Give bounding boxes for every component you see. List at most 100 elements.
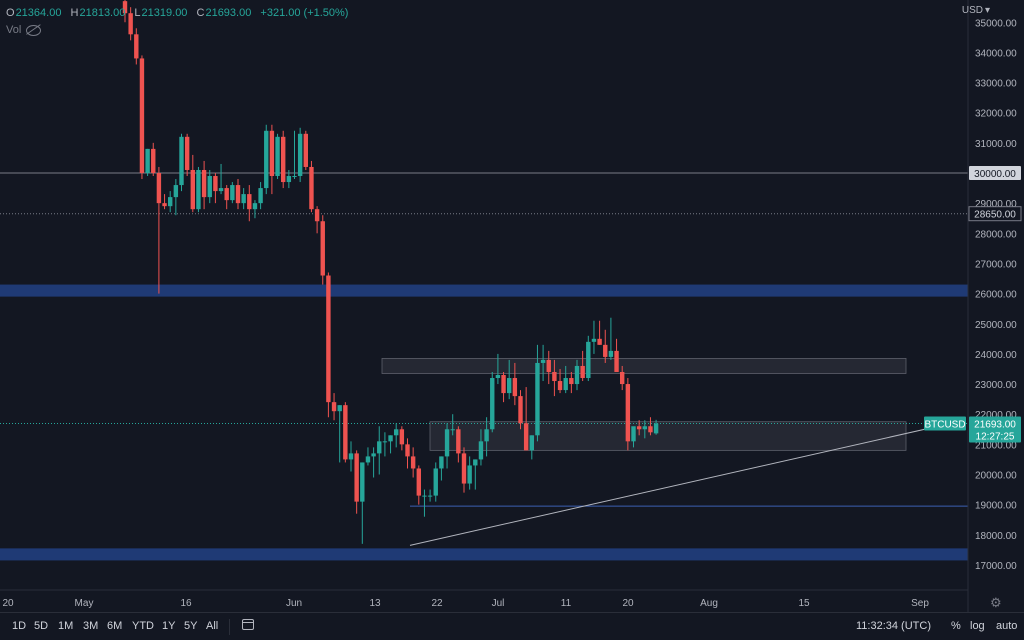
candle-up <box>337 405 342 412</box>
candle-down <box>134 34 139 59</box>
candle-up <box>586 341 591 379</box>
candle-up <box>241 194 246 204</box>
candle-down <box>399 429 405 445</box>
timeframe-1d-button[interactable]: 1D <box>12 620 27 632</box>
timeframe-ytd-button[interactable]: YTD <box>132 620 154 632</box>
timeframe-5d-button[interactable]: 5D <box>34 620 49 632</box>
candle-down <box>303 133 308 167</box>
candle-up <box>433 468 438 496</box>
price-tick-label: 31000.00 <box>975 139 1017 150</box>
candle-down <box>501 375 506 394</box>
volume-label: Vol <box>6 24 22 36</box>
candle-up <box>529 435 534 451</box>
high-value: 21813.00 <box>79 7 126 19</box>
price-axis[interactable]: 35000.00 34000.00 33000.00 32000.00 31000.00… <box>975 18 1017 572</box>
price-label-30000-bg <box>969 166 1021 180</box>
candle-up <box>394 429 399 436</box>
price-chart[interactable]: 35000.00 34000.00 33000.00 32000.00 31000.00… <box>0 0 1024 612</box>
log-scale-button[interactable]: log <box>970 620 985 632</box>
candle-up <box>218 188 224 192</box>
candle-down <box>461 453 467 484</box>
candle-down <box>162 203 167 207</box>
candle-up <box>473 459 478 466</box>
timeframe-1y-button[interactable]: 1Y <box>162 620 176 632</box>
candle-down <box>546 359 551 372</box>
low-value: 21319.00 <box>141 7 188 19</box>
time-axis[interactable]: 20 May 16 Jun 13 22 Jul 11 20 Aug 15 Sep <box>2 598 929 609</box>
candle-up <box>631 426 636 442</box>
candle-down <box>614 350 619 372</box>
volume-indicator[interactable]: Vol <box>6 24 42 36</box>
candle-down <box>405 444 410 457</box>
close-value: 21693.00 <box>205 7 252 19</box>
candle-up <box>258 188 263 204</box>
candle-down <box>597 338 602 345</box>
timeframe-5y-button[interactable]: 5Y <box>184 620 198 632</box>
candle-up <box>608 350 614 357</box>
price-label-28650-border <box>968 206 1022 222</box>
price-label-28650: 28650.00 <box>974 210 1016 221</box>
candle-down <box>122 1 128 14</box>
candle-down <box>235 185 241 204</box>
calendar-icon[interactable] <box>242 619 254 630</box>
percent-scale-button[interactable]: % <box>951 620 961 632</box>
price-label-28650-bg <box>969 206 1021 221</box>
candle-down <box>410 456 416 469</box>
range-box <box>381 358 907 374</box>
timeframe-all-button[interactable]: All <box>206 620 219 632</box>
candle-up <box>388 435 393 442</box>
candle-down <box>569 378 574 385</box>
candle-down <box>269 130 275 177</box>
countdown-label-bg <box>969 428 1021 443</box>
candle-up <box>173 185 179 198</box>
candle-down <box>603 344 608 357</box>
settings-gear-icon[interactable]: ⚙ <box>990 595 1002 610</box>
candle-up <box>422 495 427 497</box>
candle-up <box>467 465 472 484</box>
candle-down <box>523 423 529 451</box>
price-tick-label: 33000.00 <box>975 79 1017 90</box>
candle-down <box>416 468 421 496</box>
candle-down <box>648 426 653 433</box>
eye-hidden-icon[interactable] <box>26 24 42 36</box>
candle-up <box>360 462 365 502</box>
candle-up <box>427 495 433 497</box>
candle-up <box>377 441 382 454</box>
timeframe-3m-button[interactable]: 3M <box>83 620 99 632</box>
price-tick-label: 26000.00 <box>975 290 1017 301</box>
candle-down <box>326 275 331 403</box>
timeframe-1m-button[interactable]: 1M <box>58 620 74 632</box>
candle-up <box>207 176 212 198</box>
time-tick-label: 11 <box>561 598 572 609</box>
toolbar-divider <box>229 619 230 635</box>
candle-up <box>574 365 580 385</box>
time-tick-label: Jul <box>492 598 505 609</box>
price-tick-label: 17000.00 <box>975 561 1017 572</box>
candle-up <box>642 426 647 430</box>
candle-down <box>281 136 286 183</box>
currency-selector[interactable]: USD ▾ <box>962 5 990 16</box>
candle-down <box>331 402 337 412</box>
close-label: C <box>196 7 205 19</box>
price-tick-label: 24000.00 <box>975 350 1017 361</box>
horizontal-levels <box>0 172 968 546</box>
candle-up <box>540 359 546 363</box>
timeframe-6m-button[interactable]: 6M <box>107 620 123 632</box>
candle-up <box>179 136 184 186</box>
candle-down <box>201 169 207 198</box>
candle-down <box>557 381 563 391</box>
price-tick-label: 29000.00 <box>975 199 1017 210</box>
auto-scale-button[interactable]: auto <box>996 620 1018 632</box>
open-label: O <box>6 7 15 19</box>
price-tick-label: 19000.00 <box>975 501 1017 512</box>
candle-up <box>196 169 201 210</box>
candle-down <box>309 166 314 210</box>
utc-clock[interactable]: 11:32:34 (UTC) <box>856 620 931 632</box>
candle-up <box>535 362 540 436</box>
time-tick-label: 20 <box>2 598 14 609</box>
candle-up <box>478 441 484 460</box>
last-price-label-bg <box>969 416 1021 431</box>
open-value: 21364.00 <box>15 7 62 19</box>
price-tick-label: 22000.00 <box>975 410 1017 421</box>
time-tick-label: 16 <box>180 598 192 609</box>
